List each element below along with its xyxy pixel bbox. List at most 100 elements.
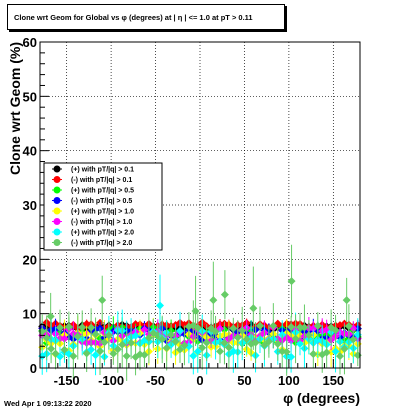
timestamp-footer: Wed Apr 1 09:13:22 2020 bbox=[4, 399, 92, 408]
marker bbox=[273, 339, 282, 348]
marker bbox=[87, 345, 96, 354]
marker bbox=[291, 334, 300, 343]
legend-label: (+) with pT/|q| > 1.0 bbox=[71, 209, 134, 216]
series-point bbox=[127, 326, 136, 360]
marker bbox=[342, 296, 351, 305]
series-point bbox=[113, 325, 122, 373]
marker bbox=[193, 347, 202, 356]
marker bbox=[127, 338, 136, 347]
marker bbox=[313, 321, 322, 330]
marker bbox=[158, 335, 167, 344]
series-point bbox=[238, 306, 247, 355]
marker bbox=[349, 335, 358, 344]
series-point bbox=[340, 323, 349, 375]
marker bbox=[264, 337, 273, 346]
series-point bbox=[87, 308, 96, 348]
marker bbox=[156, 301, 164, 310]
series-point bbox=[313, 312, 322, 340]
series-point bbox=[60, 339, 69, 360]
marker bbox=[322, 348, 331, 357]
series-point bbox=[273, 326, 282, 361]
series-point bbox=[42, 315, 51, 361]
series-point bbox=[229, 317, 238, 340]
marker bbox=[309, 349, 318, 358]
marker bbox=[260, 341, 269, 350]
marker bbox=[118, 340, 127, 349]
series-point bbox=[224, 325, 233, 370]
legend-marker bbox=[53, 186, 61, 194]
series-point bbox=[56, 309, 64, 346]
marker bbox=[113, 345, 122, 354]
series-point bbox=[349, 328, 358, 351]
marker bbox=[304, 331, 313, 340]
legend-entry: (+) with pT/|q| > 0.1 bbox=[52, 165, 134, 174]
legend-entry: (-) with pT/|q| > 0.1 bbox=[52, 176, 132, 184]
series-point bbox=[109, 342, 118, 365]
outlier-point bbox=[209, 261, 218, 339]
series-point bbox=[220, 321, 229, 365]
marker bbox=[220, 290, 229, 299]
y-tick-label: 40 bbox=[23, 144, 37, 159]
series-point bbox=[69, 332, 78, 380]
y-tick-label: 20 bbox=[23, 252, 37, 267]
marker bbox=[98, 296, 107, 305]
marker bbox=[282, 347, 291, 356]
legend-label: (-) with pT/|q| > 2.0 bbox=[71, 240, 132, 247]
series-point bbox=[100, 322, 109, 363]
series-point bbox=[296, 332, 304, 356]
series-point bbox=[309, 339, 318, 369]
marker bbox=[104, 331, 113, 340]
marker bbox=[216, 347, 224, 356]
series-point bbox=[256, 306, 264, 345]
legend-label: (-) with pT/|q| > 0.1 bbox=[71, 177, 132, 184]
x-tick-label: -100 bbox=[98, 373, 124, 388]
outlier-point bbox=[191, 275, 200, 346]
legend-marker bbox=[53, 218, 61, 225]
legend-entry: (+) with pT/|q| > 1.0 bbox=[52, 207, 134, 216]
series-point bbox=[91, 317, 100, 351]
marker bbox=[73, 332, 82, 341]
marker bbox=[60, 334, 69, 343]
outlier-point bbox=[46, 292, 55, 340]
legend-entry: (-) with pT/|q| > 2.0 bbox=[52, 239, 132, 247]
marker bbox=[269, 321, 278, 330]
series-point bbox=[344, 304, 353, 349]
marker bbox=[91, 330, 100, 339]
y-axis-title: Clone wrt Geom (%) bbox=[7, 42, 23, 175]
x-tick-label: -150 bbox=[54, 373, 80, 388]
marker bbox=[233, 333, 242, 342]
legend-entry: (+) with pT/|q| > 2.0 bbox=[52, 228, 134, 237]
legend-label: (+) with pT/|q| > 0.5 bbox=[71, 188, 134, 195]
marker bbox=[331, 326, 340, 335]
legend-marker bbox=[53, 165, 61, 173]
series-point bbox=[171, 328, 180, 356]
marker bbox=[60, 345, 69, 354]
series-point bbox=[202, 324, 211, 362]
series-point bbox=[296, 312, 304, 342]
series-point bbox=[198, 325, 207, 370]
marker bbox=[238, 326, 247, 335]
marker bbox=[344, 322, 353, 331]
series-point bbox=[269, 303, 278, 349]
x-tick-label: 100 bbox=[278, 373, 300, 388]
series-point bbox=[158, 315, 167, 364]
series-point bbox=[322, 337, 331, 368]
y-tick-label: 30 bbox=[23, 198, 37, 213]
marker bbox=[198, 343, 207, 352]
marker bbox=[46, 312, 55, 321]
marker bbox=[331, 347, 340, 356]
x-tick-label: 50 bbox=[237, 373, 251, 388]
marker bbox=[140, 325, 149, 334]
marker bbox=[191, 306, 200, 315]
marker bbox=[242, 335, 251, 344]
outlier-point bbox=[249, 266, 258, 350]
marker bbox=[296, 339, 304, 348]
marker bbox=[100, 338, 109, 347]
legend: (+) with pT/|q| > 0.1 (-) with pT/|q| > 0… bbox=[43, 162, 163, 251]
marker bbox=[91, 351, 100, 360]
y-tick-label: 60 bbox=[23, 35, 37, 50]
marker bbox=[69, 352, 78, 361]
marker bbox=[256, 321, 264, 330]
series-point bbox=[287, 341, 296, 373]
legend-label: (+) with pT/|q| > 0.1 bbox=[71, 167, 134, 174]
